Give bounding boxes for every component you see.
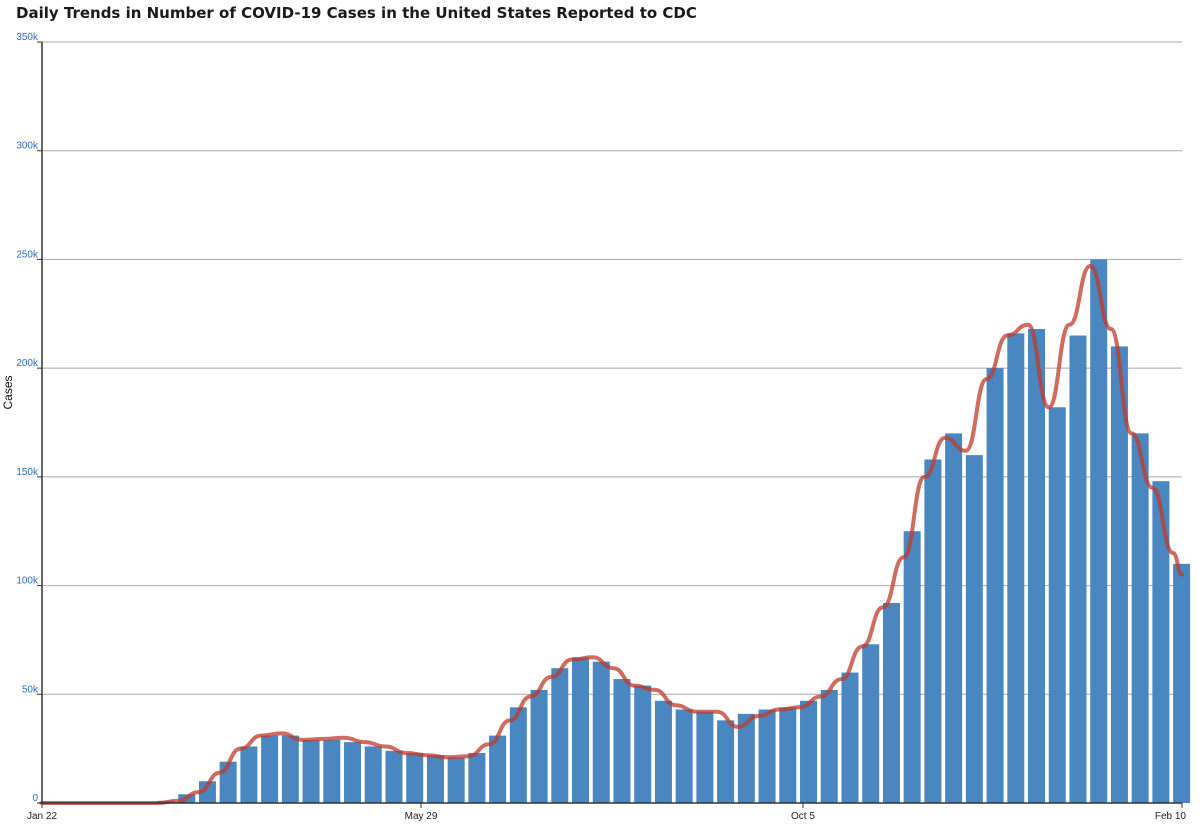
bar <box>281 735 299 803</box>
bar <box>1069 335 1087 803</box>
chart-title: Daily Trends in Number of COVID-19 Cases… <box>16 4 697 22</box>
bar <box>945 433 963 803</box>
bar <box>551 668 569 803</box>
average-line <box>40 264 1184 805</box>
x-tick-label: Oct 5 <box>791 811 815 822</box>
bar <box>323 739 341 803</box>
bar <box>634 685 652 803</box>
bar <box>509 707 527 803</box>
bar <box>240 746 258 803</box>
bar <box>1152 481 1170 803</box>
bar <box>717 720 735 803</box>
bar <box>986 368 1004 803</box>
bar <box>965 455 983 803</box>
bar <box>1007 333 1025 803</box>
bar <box>572 657 590 803</box>
bar <box>696 711 714 803</box>
bar <box>302 739 320 803</box>
bar <box>779 707 797 803</box>
axes: 0 50k 100k 150k 200k 250k 300k 350k Jan 22 May 29… <box>16 32 1186 822</box>
bar <box>385 750 403 803</box>
bar <box>344 742 362 803</box>
bar <box>654 700 672 803</box>
bar <box>924 459 942 803</box>
bar <box>1090 259 1108 803</box>
y-tick-label: 0 <box>32 793 38 804</box>
bar <box>592 661 610 803</box>
bar <box>261 735 279 803</box>
x-tick-label: Jan 22 <box>27 811 57 822</box>
y-axis-label: Cases <box>1 375 15 409</box>
bar <box>903 531 921 803</box>
y-tick-label: 300k <box>16 141 39 152</box>
bar <box>489 735 507 803</box>
y-tick-label: 350k <box>16 32 39 43</box>
y-tick-label: 150k <box>16 467 39 478</box>
bar <box>447 757 465 803</box>
bar <box>426 755 444 803</box>
bar <box>1110 346 1128 803</box>
bar <box>1028 329 1046 803</box>
bar <box>820 689 838 803</box>
bar <box>468 752 486 803</box>
bar <box>364 746 382 803</box>
x-tick-label: May 29 <box>405 811 438 822</box>
bar <box>1048 407 1066 803</box>
bar <box>613 679 631 803</box>
bar <box>675 709 693 803</box>
y-tick-label: 200k <box>16 358 39 369</box>
bar <box>800 700 818 803</box>
bar <box>1173 563 1191 803</box>
y-tick-label: 250k <box>16 249 39 260</box>
bar <box>882 602 900 803</box>
average-line-series <box>40 264 1184 805</box>
y-tick-label: 100k <box>16 576 39 587</box>
bar <box>841 672 859 803</box>
bar <box>1131 433 1149 803</box>
bar <box>758 709 776 803</box>
bar <box>737 713 755 803</box>
y-tick-label: 50k <box>22 684 39 695</box>
bar <box>862 644 880 803</box>
x-tick-label: Feb 10 <box>1155 811 1187 822</box>
bar <box>406 752 424 803</box>
bar <box>530 689 548 803</box>
bar <box>198 781 216 803</box>
